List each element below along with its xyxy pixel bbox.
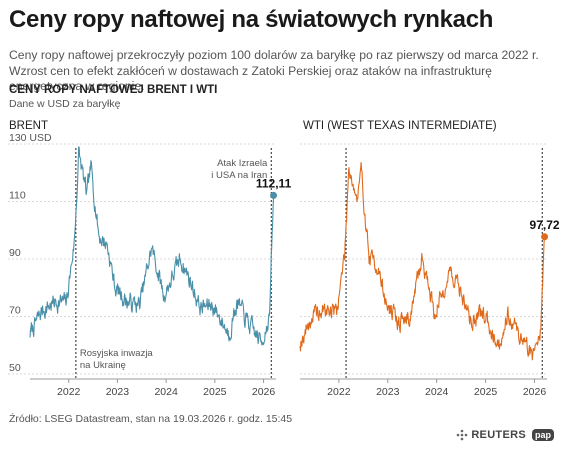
y-tick-label: 90 [9,247,21,259]
x-tick-label: 2026 [252,386,276,398]
chart-units: Dane w USD za baryłkę [9,98,121,110]
x-tick-label: 2024 [154,386,178,398]
annotation-attack: Atak Izraela i USA na Iran [211,158,268,181]
x-tick-label: 2024 [425,386,449,398]
x-tick-label: 2026 [523,386,547,398]
x-tick-label: 2023 [376,386,400,398]
x-tick-label: 2025 [203,386,227,398]
wti-line [299,161,546,361]
x-tick-label: 2022 [327,386,351,398]
page-subtitle: Ceny ropy naftowej przekroczyły poziom 1… [9,48,539,93]
reuters-dots-icon [457,429,468,441]
chart-title: CENY ROPY NAFTOWEJ BRENT I WTI [9,84,218,96]
wti-panel-title: WTI (WEST TEXAS INTERMEDIATE) [303,120,497,132]
pap-logo: pap [531,429,554,441]
reuters-logo-text: REUTERS [471,429,526,441]
annotation-line: na Ukrainę [80,360,126,371]
logos: REUTERS pap [456,429,554,441]
annotation-line: i USA na Iran [211,170,267,181]
page-title: Ceny ropy naftowej na światowych rynkach [9,6,494,33]
last-value-dot [270,191,278,199]
y-tick-label: 70 [9,305,21,317]
y-tick-label: 50 [9,362,21,374]
annotation-line: Atak Izraela [217,158,268,169]
last-value-dot [541,233,549,241]
last-value-label: 97,72 [530,218,560,232]
y-tick-label: 110 [9,190,26,202]
x-tick-label: 2023 [106,386,130,398]
x-tick-label: 2025 [474,386,498,398]
brent-chart: 130 USD 110 90 70 50 2022 2023 2024 2025 2026 Rosy… [8,132,292,398]
source-note: Źródło: LSEG Datastream, stan na 19.03.2… [9,413,293,425]
brent-panel-title: BRENT [9,120,48,132]
reuters-logo: REUTERS [456,429,526,441]
x-tick-label: 2022 [57,386,81,398]
wti-chart: 2022 2023 2024 2025 2026 97,72 [299,143,560,398]
brent-line [29,146,275,346]
annotation-line: Rosyjska inwazja [80,348,154,359]
y-tick-label: 130 USD [9,132,52,144]
last-value-label: 112,11 [256,176,292,190]
annotation-invasion: Rosyjska inwazja na Ukrainę [80,348,154,371]
